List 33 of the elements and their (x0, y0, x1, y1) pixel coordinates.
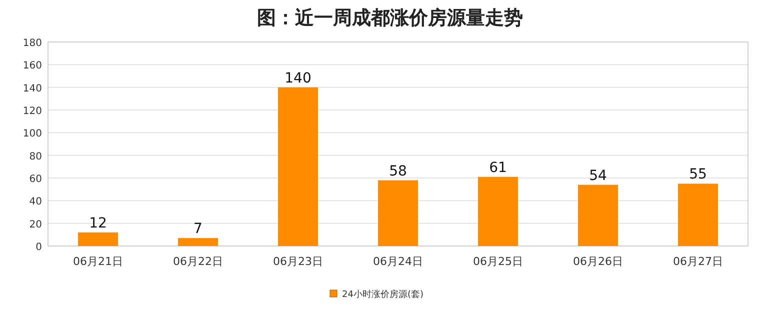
y-tick-label: 160 (22, 60, 42, 72)
x-tick-label: 06月21日 (73, 255, 123, 268)
x-tick-label: 06月24日 (373, 255, 423, 268)
x-tick-label: 06月25日 (473, 255, 523, 268)
legend-label: 24小时涨价房源(套) (342, 289, 424, 300)
bar (278, 87, 318, 246)
data-label: 61 (489, 160, 507, 176)
data-label: 58 (389, 163, 407, 180)
y-tick-label: 20 (29, 219, 42, 230)
y-tick-label: 0 (36, 242, 42, 253)
x-tick-label: 06月27日 (673, 255, 723, 268)
y-tick-label: 100 (22, 128, 42, 140)
bar (678, 184, 718, 246)
y-tick-label: 140 (22, 83, 42, 94)
y-tick-label: 40 (29, 196, 42, 208)
y-tick-label: 60 (29, 174, 42, 185)
data-label: 7 (194, 221, 202, 238)
bar (178, 238, 218, 246)
data-label: 55 (689, 166, 707, 183)
x-tick-label: 06月23日 (273, 255, 323, 268)
data-label: 140 (284, 70, 312, 86)
data-label: 54 (589, 168, 607, 184)
x-tick-label: 06月26日 (573, 255, 623, 268)
y-tick-label: 120 (22, 106, 42, 117)
chart-title: 图：近一周成都涨价房源量走势 (257, 7, 523, 29)
data-label: 12 (89, 215, 107, 232)
bar (478, 176, 518, 246)
y-tick-label: 180 (22, 38, 42, 49)
bar (378, 180, 418, 246)
bar (578, 184, 618, 246)
y-tick-label: 80 (29, 151, 42, 162)
bar (78, 232, 118, 246)
x-tick-label: 06月22日 (173, 255, 223, 268)
